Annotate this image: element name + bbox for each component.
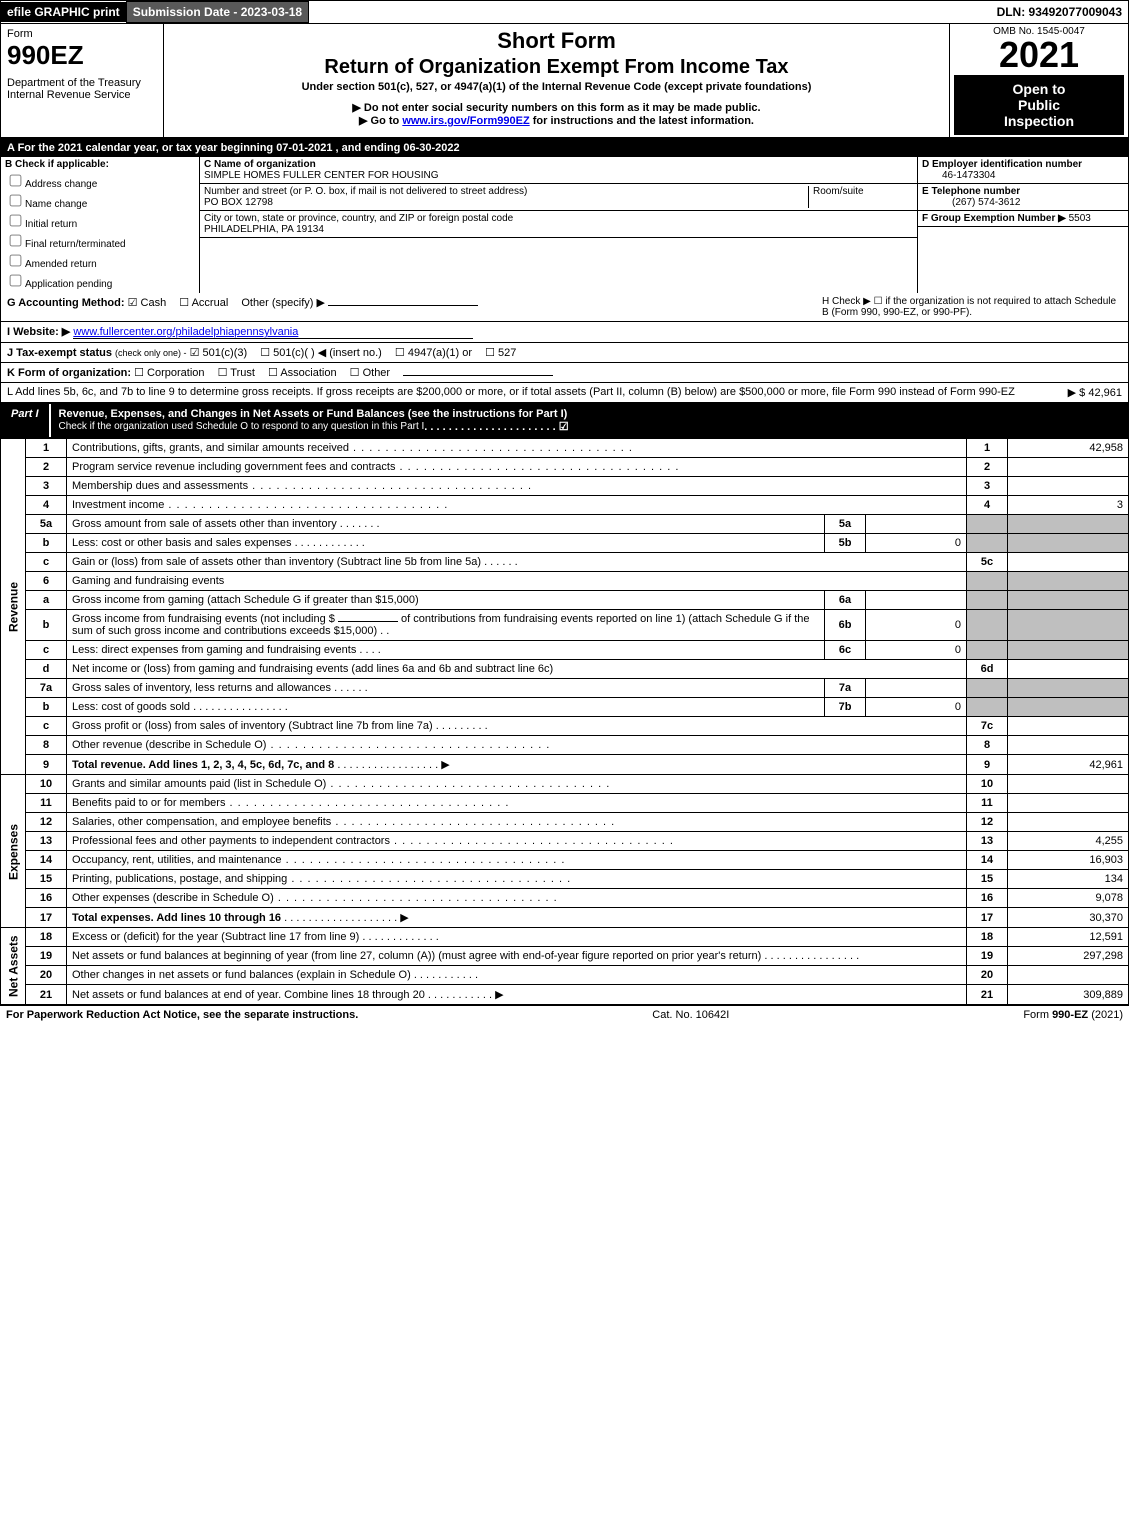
col-c: C Name of organization SIMPLE HOMES FULL… xyxy=(200,157,918,293)
col-right: D Employer identification number 46-1473… xyxy=(918,157,1129,293)
part1-tag: Part I xyxy=(1,404,51,437)
room-suite: Room/suite xyxy=(808,186,913,208)
row-j: J Tax-exempt status (check only one) - ☑… xyxy=(0,343,1129,363)
ein: 46-1473304 xyxy=(922,170,995,181)
city: PHILADELPHIA, PA 19134 xyxy=(204,224,324,235)
note-goto: ▶ Go to www.irs.gov/Form990EZ for instru… xyxy=(172,114,941,127)
netassets-label: Net Assets xyxy=(1,928,26,1005)
chk-address[interactable]: Address change xyxy=(5,171,195,190)
org-name-row: C Name of organization SIMPLE HOMES FULL… xyxy=(200,157,917,184)
part1-header: Part I Revenue, Expenses, and Changes in… xyxy=(0,403,1129,438)
header-right: OMB No. 1545-0047 2021 Open to Public In… xyxy=(949,24,1128,137)
group-exempt: 5503 xyxy=(1069,213,1091,224)
amt-9: 42,961 xyxy=(1008,755,1129,775)
top-bar: efile GRAPHIC print Submission Date - 20… xyxy=(0,0,1129,23)
other-specify: Other (specify) ▶ xyxy=(241,297,325,309)
amt-16: 9,078 xyxy=(1008,889,1129,908)
chk-cash[interactable]: ☑ Cash xyxy=(128,296,167,309)
chk-accrual[interactable]: ☐ Accrual xyxy=(179,296,228,309)
form-label: Form xyxy=(7,28,157,40)
footer-left: For Paperwork Reduction Act Notice, see … xyxy=(6,1009,358,1021)
amt-19: 297,298 xyxy=(1008,947,1129,966)
chk-name[interactable]: Name change xyxy=(5,191,195,210)
row-g: G Accounting Method: ☑ Cash ☐ Accrual Ot… xyxy=(7,296,822,318)
chk-assoc[interactable]: ☐ Association xyxy=(268,366,337,379)
amt-14: 16,903 xyxy=(1008,851,1129,870)
row-k: K Form of organization: ☐ Corporation ☐ … xyxy=(0,363,1129,383)
chk-trust[interactable]: ☐ Trust xyxy=(218,366,255,379)
tax-year: 2021 xyxy=(954,37,1124,73)
amt-21: 309,889 xyxy=(1008,985,1129,1005)
street: PO BOX 12798 xyxy=(204,197,273,208)
chk-4947[interactable]: ☐ 4947(a)(1) or xyxy=(395,346,472,359)
amt-18: 12,591 xyxy=(1008,928,1129,947)
footer-right: Form 990-EZ (2021) xyxy=(1023,1009,1123,1021)
box-e: E Telephone number (267) 574-3612 xyxy=(918,184,1128,211)
org-name: SIMPLE HOMES FULLER CENTER FOR HOUSING xyxy=(204,170,438,181)
info-grid: B Check if applicable: Address change Na… xyxy=(0,157,1129,293)
row-l: L Add lines 5b, 6c, and 7b to line 9 to … xyxy=(0,383,1129,403)
chk-corp[interactable]: ☐ Corporation xyxy=(134,366,204,379)
form-number: 990EZ xyxy=(7,40,157,71)
lines-table: Revenue 1 Contributions, gifts, grants, … xyxy=(0,438,1129,1005)
footer-mid: Cat. No. 10642I xyxy=(652,1009,729,1021)
box-f: F Group Exemption Number ▶ 5503 xyxy=(918,211,1128,227)
revenue-label: Revenue xyxy=(1,439,26,775)
header-center: Short Form Return of Organization Exempt… xyxy=(164,24,949,137)
city-row: City or town, state or province, country… xyxy=(200,211,917,238)
col-b: B Check if applicable: Address change Na… xyxy=(1,157,200,293)
amt-17: 30,370 xyxy=(1008,908,1129,928)
return-title: Return of Organization Exempt From Incom… xyxy=(172,56,941,79)
row-g-h: G Accounting Method: ☑ Cash ☐ Accrual Ot… xyxy=(0,293,1129,322)
dln: DLN: 93492077009043 xyxy=(991,2,1128,22)
open-public: Open to Public Inspection xyxy=(954,75,1124,135)
footer: For Paperwork Reduction Act Notice, see … xyxy=(0,1005,1129,1024)
amt-13: 4,255 xyxy=(1008,832,1129,851)
chk-501c[interactable]: ☐ 501(c)( ) ◀ (insert no.) xyxy=(260,346,382,359)
note-ssn: ▶ Do not enter social security numbers o… xyxy=(172,101,941,114)
section-a: A For the 2021 calendar year, or tax yea… xyxy=(0,139,1129,157)
b-label: B Check if applicable: xyxy=(5,159,109,170)
chk-final[interactable]: Final return/terminated xyxy=(5,231,195,250)
amt-1: 42,958 xyxy=(1008,439,1129,458)
chk-initial[interactable]: Initial return xyxy=(5,211,195,230)
submission-date: Submission Date - 2023-03-18 xyxy=(126,1,309,23)
irs-link[interactable]: www.irs.gov/Form990EZ xyxy=(402,115,529,127)
expenses-label: Expenses xyxy=(1,775,26,928)
short-form-title: Short Form xyxy=(172,28,941,54)
gross-receipts: ▶ $ 42,961 xyxy=(1022,386,1122,399)
efile-label[interactable]: efile GRAPHIC print xyxy=(1,2,126,22)
irs: Internal Revenue Service xyxy=(7,89,157,101)
header-left: Form 990EZ Department of the Treasury In… xyxy=(1,24,164,137)
amt-15: 134 xyxy=(1008,870,1129,889)
chk-527[interactable]: ☐ 527 xyxy=(485,346,516,359)
phone: (267) 574-3612 xyxy=(922,197,1020,208)
chk-501c3[interactable]: ☑ 501(c)(3) xyxy=(190,346,248,359)
dept-treasury: Department of the Treasury xyxy=(7,77,157,89)
chk-pending[interactable]: Application pending xyxy=(5,271,195,290)
row-i: I Website: ▶ www.fullercenter.org/philad… xyxy=(0,322,1129,343)
street-row: Number and street (or P. O. box, if mail… xyxy=(200,184,917,211)
chk-amended[interactable]: Amended return xyxy=(5,251,195,270)
part1-title: Revenue, Expenses, and Changes in Net As… xyxy=(51,404,577,437)
subtitle: Under section 501(c), 527, or 4947(a)(1)… xyxy=(172,81,941,93)
chk-other[interactable]: ☐ Other xyxy=(350,366,390,379)
amt-4: 3 xyxy=(1008,496,1129,515)
form-header: Form 990EZ Department of the Treasury In… xyxy=(0,23,1129,139)
row-h: H Check ▶ ☐ if the organization is not r… xyxy=(822,296,1122,318)
box-d: D Employer identification number 46-1473… xyxy=(918,157,1128,184)
website-link[interactable]: www.fullercenter.org/philadelphiapennsyl… xyxy=(73,326,473,339)
